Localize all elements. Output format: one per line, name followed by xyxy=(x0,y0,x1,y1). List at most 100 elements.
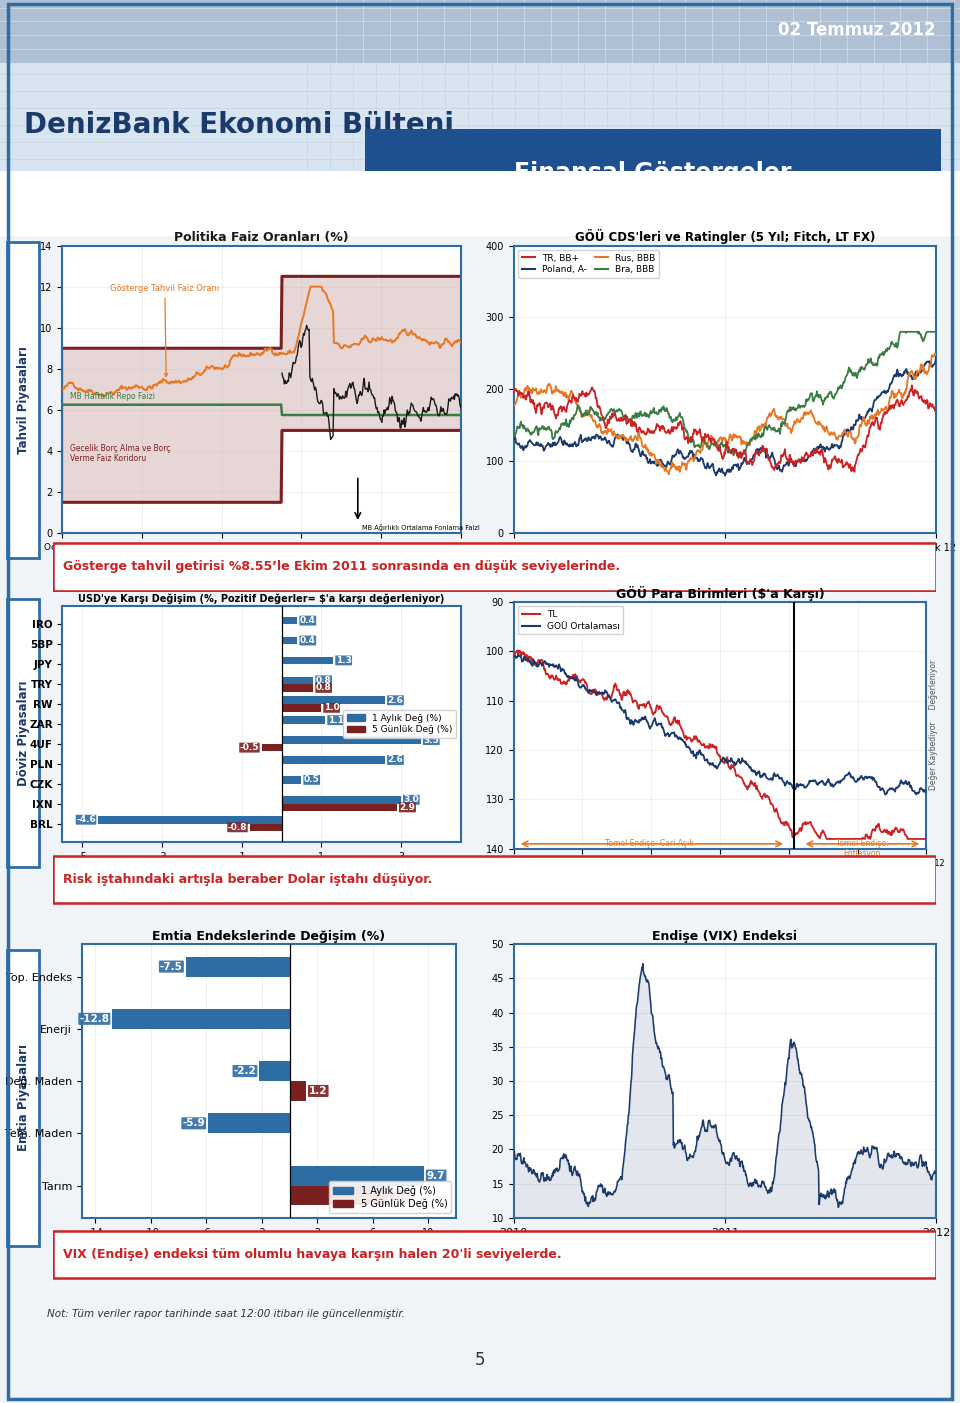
Rus, BBB xyxy=(889,386,900,403)
TL xyxy=(512,643,523,659)
Legend: TR, BB+, Poland, A-, Rus, BBB, Bra, BBB: TR, BB+, Poland, A-, Rus, BBB, Bra, BBB xyxy=(518,250,660,278)
TL xyxy=(821,831,832,847)
Text: 9.7: 9.7 xyxy=(427,1170,445,1180)
Bar xyxy=(281,737,420,744)
Text: -2.2: -2.2 xyxy=(233,1066,256,1076)
Bar xyxy=(281,676,313,685)
Text: Gecelik Borç Alma ve Borç
Verme Faiz Koridoru: Gecelik Borç Alma ve Borç Verme Faiz Kor… xyxy=(70,443,171,463)
Bar xyxy=(290,1186,388,1205)
Title: USD'ye Karşı Değişim (%, Pozitif Değerler= $'a karşı değerleniyor): USD'ye Karşı Değişim (%, Pozitif Değerle… xyxy=(79,593,444,603)
Poland, A- xyxy=(837,428,849,445)
Legend: 1 Aylık Değ (%), 5 Günlük Değ (%): 1 Aylık Değ (%), 5 Günlük Değ (%) xyxy=(329,1181,451,1214)
Text: 0.8: 0.8 xyxy=(316,683,331,693)
Text: MB Ağırlıklı Ortalama Fonlama Faizi: MB Ağırlıklı Ortalama Fonlama Faizi xyxy=(362,525,480,532)
TR, BB+ xyxy=(836,455,848,471)
Text: 2.6: 2.6 xyxy=(388,755,403,765)
Rus, BBB xyxy=(641,441,653,457)
TR, BB+ xyxy=(906,377,918,394)
Bra, BBB xyxy=(641,408,653,425)
Text: Temel Endişe: Cari Açık: Temel Endişe: Cari Açık xyxy=(606,839,694,847)
TR, BB+ xyxy=(508,384,519,401)
Text: 0.8: 0.8 xyxy=(316,676,331,685)
Line: Bra, BBB: Bra, BBB xyxy=(514,333,936,456)
Text: Emtia Piyasaları: Emtia Piyasaları xyxy=(16,1044,30,1152)
Poland, A- xyxy=(889,368,900,384)
Bar xyxy=(259,1061,290,1080)
Bra, BBB xyxy=(895,324,906,341)
Bar xyxy=(281,717,325,724)
Bar xyxy=(281,637,298,644)
TR, BB+ xyxy=(930,401,942,418)
TR, BB+ xyxy=(785,453,797,470)
GOÜ Ortalaması xyxy=(780,777,791,794)
Bar xyxy=(112,1009,290,1028)
TR, BB+ xyxy=(889,397,900,414)
TL xyxy=(881,821,893,838)
Y-axis label: Değer Kaybediyor     Değerleniyor: Değer Kaybediyor Değerleniyor xyxy=(929,661,938,790)
Poland, A- xyxy=(930,349,942,366)
TR, BB+ xyxy=(627,418,638,435)
Bar xyxy=(290,1080,306,1101)
Text: 0.4: 0.4 xyxy=(300,616,316,626)
Bar xyxy=(281,796,401,804)
Line: TL: TL xyxy=(514,651,926,839)
Rus, BBB xyxy=(929,345,941,362)
Bar xyxy=(290,1166,424,1186)
Title: GÖÜ Para Birimleri ($'a Karşı): GÖÜ Para Birimleri ($'a Karşı) xyxy=(615,585,825,600)
Text: -0.5: -0.5 xyxy=(240,744,259,752)
Rus, BBB xyxy=(627,434,638,450)
GOÜ Ortalaması xyxy=(508,648,519,665)
TR, BB+ xyxy=(849,463,860,480)
Text: 5: 5 xyxy=(475,1351,485,1369)
Text: Döviz Piyasaları: Döviz Piyasaları xyxy=(16,680,30,786)
Text: DenizBank Ekonomi Bülteni: DenizBank Ekonomi Bülteni xyxy=(24,111,454,139)
TL xyxy=(639,699,651,716)
Bar xyxy=(281,617,298,624)
Text: -12.8: -12.8 xyxy=(80,1014,109,1024)
Text: -4.6: -4.6 xyxy=(76,815,96,824)
Bra, BBB xyxy=(930,324,942,341)
Text: 3.0: 3.0 xyxy=(403,796,420,804)
Text: 7.1: 7.1 xyxy=(391,1190,410,1201)
GOÜ Ortalaması xyxy=(625,716,636,732)
Bar xyxy=(281,704,322,711)
Title: Politika Faiz Oranları (%): Politika Faiz Oranları (%) xyxy=(175,231,348,244)
Text: -0.8: -0.8 xyxy=(228,822,248,832)
Poland, A- xyxy=(719,467,731,484)
Text: 3.5: 3.5 xyxy=(423,735,440,745)
TL xyxy=(610,675,621,692)
Bar xyxy=(281,657,333,664)
Title: Emtia Endekslerinde Değişim (%): Emtia Endekslerinde Değişim (%) xyxy=(153,930,385,943)
Bar xyxy=(281,696,385,704)
Legend: TL, GOÜ Ortalaması: TL, GOÜ Ortalaması xyxy=(518,606,623,634)
Poland, A- xyxy=(612,428,623,445)
GOÜ Ortalaması xyxy=(829,776,841,793)
GOÜ Ortalaması xyxy=(911,786,923,803)
Line: Poland, A-: Poland, A- xyxy=(514,358,936,476)
Bra, BBB xyxy=(786,400,798,417)
Bar xyxy=(98,817,281,824)
Bar xyxy=(281,685,313,692)
Poland, A- xyxy=(508,431,519,448)
Text: 1.1: 1.1 xyxy=(327,716,344,725)
Poland, A- xyxy=(786,453,798,470)
Bra, BBB xyxy=(627,407,638,424)
Line: GOÜ Ortalaması: GOÜ Ortalaması xyxy=(514,654,926,794)
Bra, BBB xyxy=(837,376,849,393)
Text: 0.4: 0.4 xyxy=(300,636,316,645)
Rus, BBB xyxy=(786,424,798,441)
Bra, BBB xyxy=(889,338,900,355)
GOÜ Ortalaması xyxy=(513,645,524,662)
Text: Not: Tüm veriler rapor tarihinde saat 12:00 itibarı ile güncellenmiştir.: Not: Tüm veriler rapor tarihinde saat 12… xyxy=(47,1309,405,1319)
Bar xyxy=(281,804,397,811)
Poland, A- xyxy=(627,443,638,460)
Rus, BBB xyxy=(663,466,675,483)
Text: 2.6: 2.6 xyxy=(388,696,403,704)
Bra, BBB xyxy=(612,401,623,418)
Legend: 1 Aylık Değ (%), 5 Günlük Değ (%): 1 Aylık Değ (%), 5 Günlük Değ (%) xyxy=(344,710,456,738)
GOÜ Ortalaması xyxy=(639,709,651,725)
GOÜ Ortalaması xyxy=(880,786,892,803)
TL xyxy=(508,643,519,659)
Poland, A- xyxy=(641,449,653,466)
Text: 1.3: 1.3 xyxy=(336,657,351,665)
